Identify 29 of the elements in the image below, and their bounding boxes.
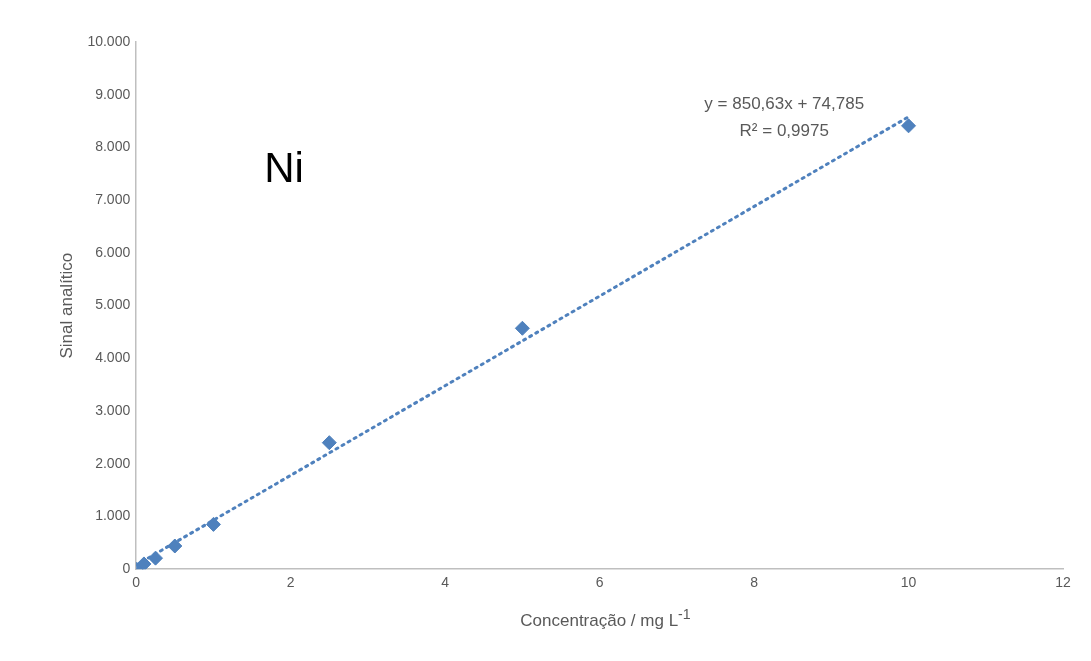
point bbox=[148, 550, 164, 566]
y-tick-label: 9.000 bbox=[95, 85, 131, 102]
y-tick-label: 7.000 bbox=[95, 191, 131, 208]
point bbox=[901, 118, 917, 134]
y-tick-label: 2.000 bbox=[95, 454, 131, 471]
x-tick-label: 10 bbox=[900, 574, 917, 591]
x-axis-title: Concentração / mg L$^{-1}$ bbox=[519, 606, 692, 631]
x-tick-label: 12 bbox=[1055, 574, 1071, 591]
y-tick-label: 1.000 bbox=[95, 507, 131, 524]
y-tick-label: 5.000 bbox=[95, 296, 131, 313]
x-tick-label: 2 bbox=[286, 574, 295, 591]
x-tick-label: 6 bbox=[595, 574, 604, 591]
point bbox=[205, 516, 221, 532]
point bbox=[136, 556, 152, 570]
y-tick-label: 3.000 bbox=[95, 401, 131, 418]
y-tick-label: 10.000 bbox=[87, 32, 131, 49]
point bbox=[167, 538, 183, 554]
y-tick-label: 8.000 bbox=[95, 138, 131, 155]
y-tick-label: 4.000 bbox=[95, 349, 131, 366]
annotation: y = 850,63x + 74,785 bbox=[704, 93, 865, 113]
point bbox=[514, 320, 530, 336]
annotation: Ni bbox=[264, 143, 304, 191]
x-tick-label: 8 bbox=[750, 574, 759, 591]
y-axis-title: Sinal analítico bbox=[56, 252, 76, 359]
y-tick-label: 6.000 bbox=[95, 243, 131, 260]
x-tick-label: 4 bbox=[441, 574, 450, 591]
y-tick-label: 0 bbox=[122, 560, 131, 577]
annotation: R² = 0,9975 bbox=[739, 120, 829, 140]
point bbox=[321, 435, 337, 451]
